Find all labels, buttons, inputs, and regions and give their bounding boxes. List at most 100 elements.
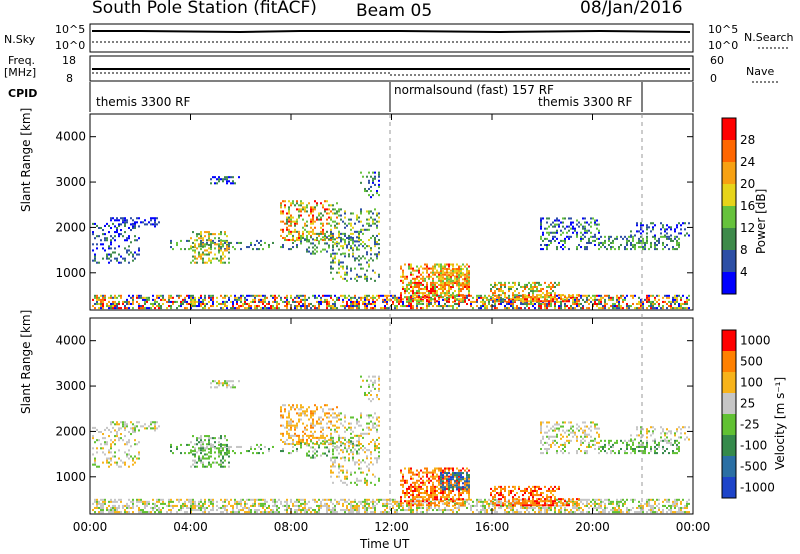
- power-cell: [540, 217, 542, 220]
- power-cell: [226, 245, 228, 248]
- power-cell: [234, 298, 236, 301]
- power-cell: [330, 224, 332, 227]
- power-cell: [558, 296, 560, 299]
- power-cell: [636, 302, 638, 306]
- power-cell: [504, 298, 506, 301]
- power-cell: [170, 296, 172, 299]
- velocity-cell: [204, 509, 206, 512]
- velocity-cell: [116, 423, 118, 426]
- power-cell: [634, 248, 636, 251]
- nave-tick-top: 60: [710, 54, 724, 67]
- velocity-cell: [286, 430, 288, 433]
- power-cell: [472, 307, 474, 310]
- power-cell: [446, 298, 448, 301]
- velocity-cell: [192, 453, 194, 456]
- power-cell: [424, 277, 426, 280]
- power-cell: [314, 226, 316, 229]
- power-cell: [574, 307, 576, 310]
- power-cell: [446, 274, 448, 277]
- velocity-cell: [220, 453, 222, 456]
- power-cell: [144, 296, 146, 299]
- power-cell: [212, 300, 214, 303]
- velocity-cell: [304, 428, 306, 431]
- power-cell: [468, 265, 470, 268]
- power-cell: [678, 241, 680, 244]
- velocity-cell: [96, 506, 98, 510]
- velocity-cell: [146, 500, 148, 503]
- velocity-cell: [114, 435, 116, 438]
- velocity-cell: [206, 453, 208, 456]
- power-cell: [312, 305, 314, 308]
- power-cell: [120, 294, 122, 297]
- power-cell: [382, 300, 384, 303]
- velocity-cell: [144, 504, 146, 507]
- power-cell: [250, 241, 252, 244]
- power-cell: [556, 237, 558, 240]
- velocity-cell: [114, 500, 116, 503]
- power-cell: [532, 305, 534, 308]
- power-cell: [430, 296, 432, 299]
- power-cell: [424, 287, 426, 291]
- velocity-cell: [106, 443, 108, 446]
- power-cell: [334, 238, 336, 241]
- power-cell: [194, 245, 196, 248]
- power-cell: [490, 287, 492, 291]
- velocity-cell: [638, 511, 640, 514]
- power-cell: [592, 294, 594, 297]
- power-cell: [314, 252, 316, 255]
- velocity-cell: [120, 465, 122, 468]
- power-cell: [254, 305, 256, 308]
- power-cell: [342, 277, 344, 280]
- power-cell: [426, 307, 428, 310]
- power-cell: [512, 281, 514, 284]
- power-cell: [290, 296, 292, 299]
- power-cell: [292, 298, 294, 301]
- power-cell: [466, 268, 468, 271]
- velocity-cell: [230, 504, 232, 507]
- velocity-cell: [224, 437, 226, 440]
- power-cell: [128, 226, 130, 230]
- power-cell: [286, 212, 288, 215]
- power-cell: [350, 247, 352, 250]
- velocity-cell: [598, 511, 600, 514]
- velocity-cell: [314, 410, 316, 413]
- velocity-cell: [202, 504, 204, 507]
- velocity-cell: [500, 506, 502, 510]
- velocity-cell: [120, 433, 122, 436]
- power-cell: [160, 294, 162, 297]
- velocity-cell: [264, 502, 266, 505]
- power-cell: [436, 305, 438, 308]
- power-cell: [224, 255, 226, 258]
- velocity-cell: [554, 504, 556, 507]
- velocity-cell: [202, 465, 204, 468]
- power-cell: [178, 305, 180, 308]
- velocity-cell: [254, 447, 256, 451]
- power-cell: [448, 280, 450, 283]
- power-cell: [686, 300, 688, 303]
- velocity-cell: [206, 443, 208, 446]
- power-cell: [648, 248, 650, 251]
- power-cell: [132, 296, 134, 299]
- power-cell: [300, 236, 302, 239]
- power-cell: [510, 287, 512, 291]
- velocity-cell: [312, 436, 314, 439]
- velocity-cell: [298, 504, 300, 507]
- velocity-cell: [410, 509, 412, 512]
- power-cell: [136, 217, 138, 220]
- velocity-cell: [104, 428, 106, 431]
- power-cell: [434, 281, 436, 284]
- power-cell: [260, 294, 262, 297]
- power-cell: [518, 296, 520, 299]
- power-cell: [562, 217, 564, 220]
- power-cell: [608, 296, 610, 299]
- velocity-cell: [250, 447, 252, 451]
- velocity-cell: [322, 426, 324, 429]
- power-cell: [312, 218, 314, 221]
- power-cell: [170, 307, 172, 310]
- power-cell: [402, 302, 404, 306]
- velocity-cell: [246, 450, 248, 453]
- power-cell: [252, 294, 254, 297]
- power-cell: [138, 247, 140, 250]
- power-cell: [184, 300, 186, 303]
- velocity-cell: [118, 506, 120, 510]
